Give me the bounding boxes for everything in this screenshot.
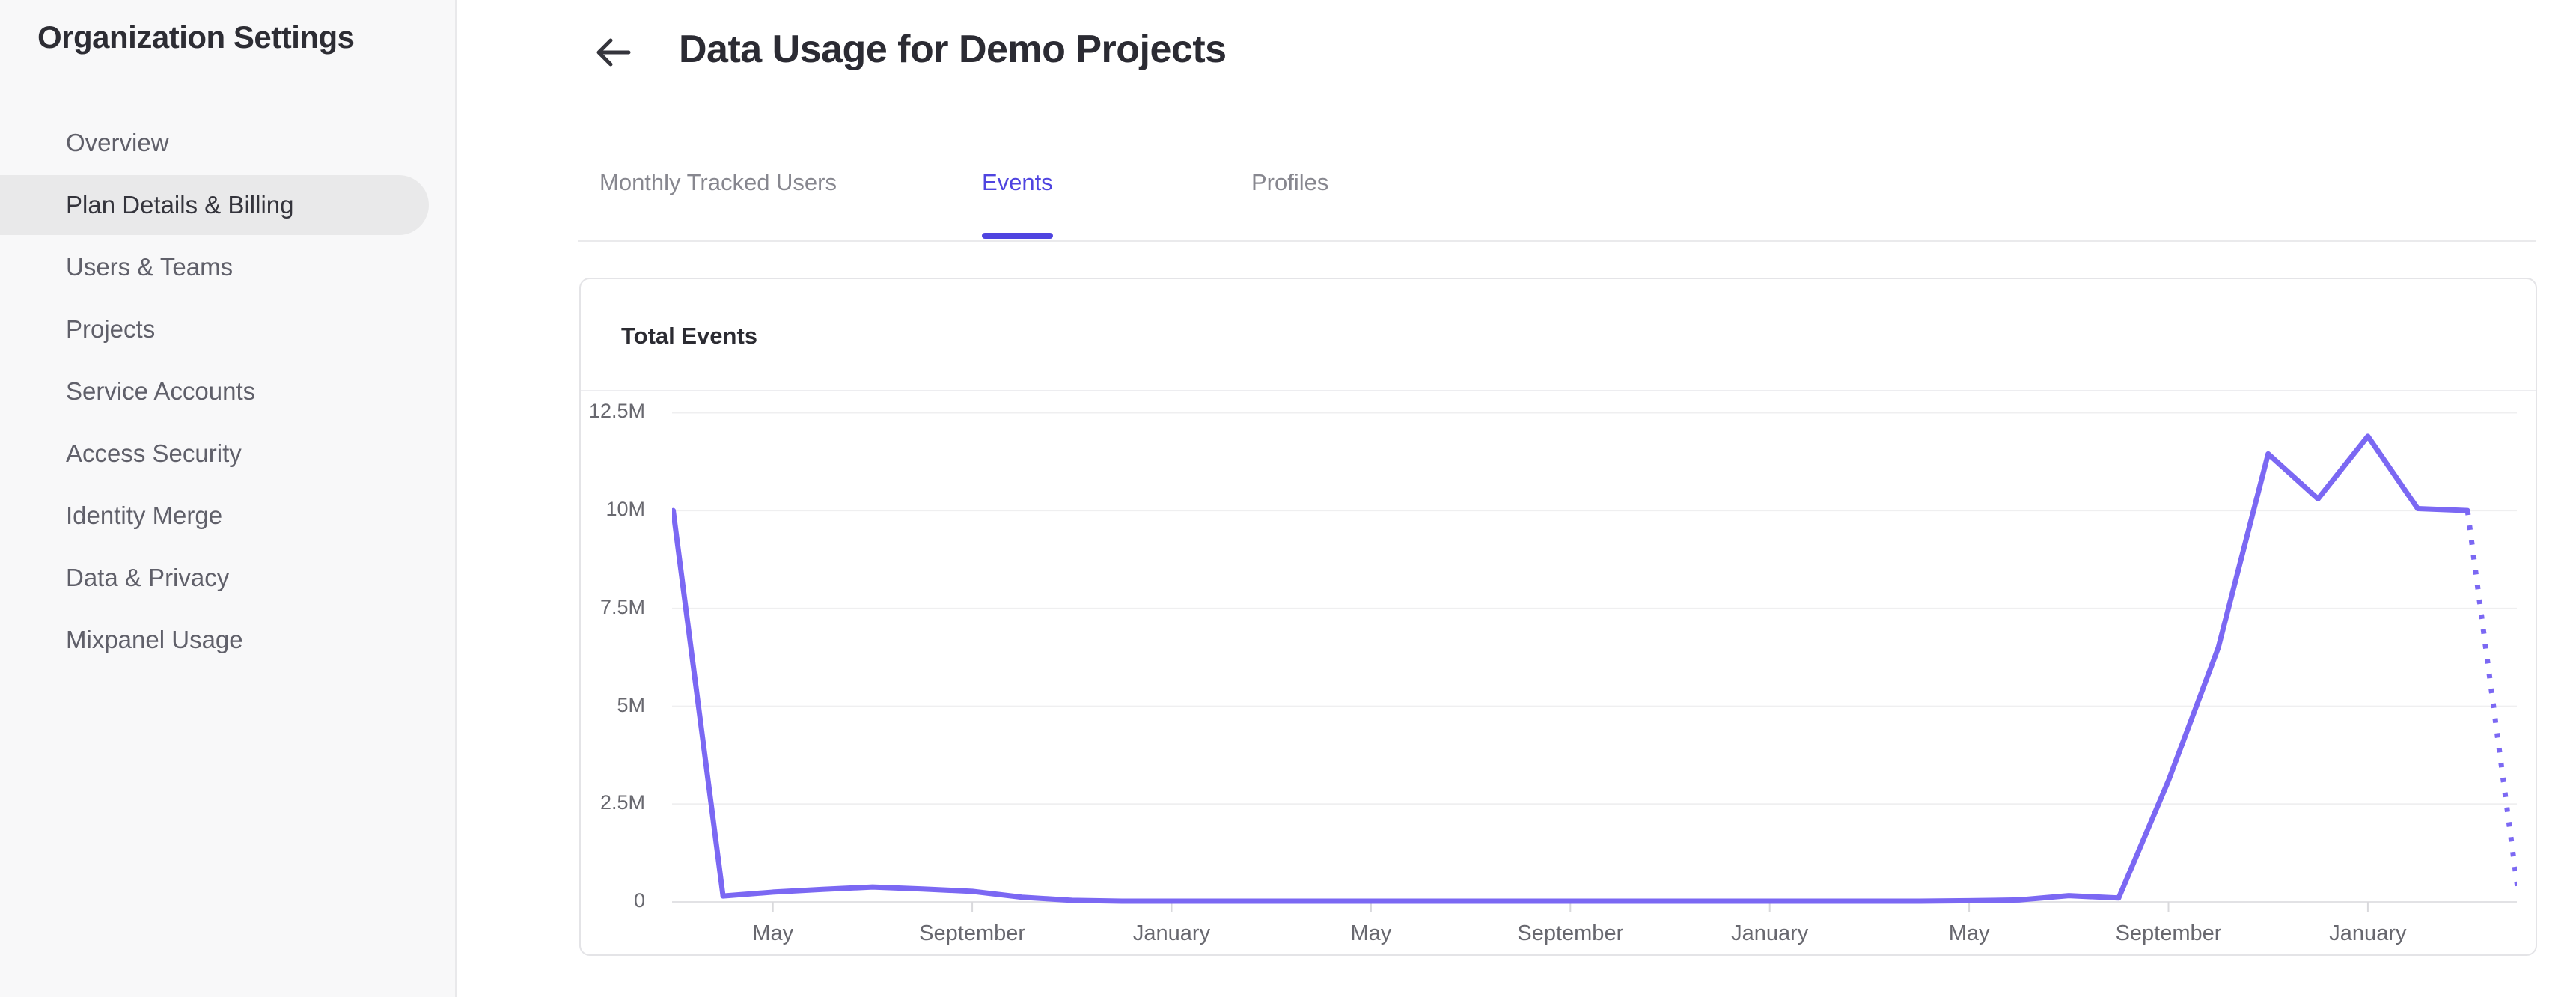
x-axis-label: May — [1948, 921, 1990, 945]
sidebar-item-users-teams[interactable]: Users & Teams — [66, 253, 234, 281]
total-events-line — [672, 433, 2470, 904]
y-axis-label: 0 — [633, 889, 645, 912]
y-axis-label: 2.5M — [599, 791, 645, 814]
x-axis-label: May — [752, 921, 794, 945]
arrow-left-icon — [596, 38, 631, 67]
events-line-chart — [672, 412, 2517, 912]
y-axis-label: 12.5M — [588, 400, 645, 423]
tab-label: Profiles — [1251, 169, 1329, 195]
sidebar-item-identity-merge[interactable]: Identity Merge — [66, 501, 223, 529]
x-axis-label: May — [1350, 921, 1392, 945]
sidebar-item-service-accounts[interactable]: Service Accounts — [66, 377, 256, 405]
tab-monthly-tracked-users[interactable]: Monthly Tracked Users — [599, 169, 837, 196]
tab-label: Monthly Tracked Users — [599, 169, 837, 195]
tab-profiles[interactable]: Profiles — [1251, 169, 1328, 196]
sidebar-item-access-security[interactable]: Access Security — [66, 439, 242, 467]
x-axis-label: January — [1132, 921, 1211, 945]
sidebar-nav: Overview Plan Details & Billing Users & Te… — [0, 111, 429, 672]
y-axis-label: 10M — [605, 498, 645, 521]
x-axis-label: January — [1731, 921, 1809, 945]
tab-label: Events — [982, 169, 1053, 195]
back-button[interactable] — [590, 34, 638, 70]
sidebar-item-plan-details-billing[interactable]: Plan Details & Billing — [0, 175, 429, 235]
active-tab-indicator — [982, 233, 1053, 239]
tab-events[interactable]: Events — [982, 169, 1053, 239]
sidebar-item-projects[interactable]: Projects — [66, 315, 156, 343]
page-title: Data Usage for Demo Projects — [679, 28, 1227, 71]
sidebar: Organization Settings Overview Plan Detai… — [0, 0, 457, 997]
x-axis-label: January — [2329, 921, 2407, 945]
total-events-projection-dotted — [2464, 510, 2517, 887]
sidebar-item-data-privacy[interactable]: Data & Privacy — [66, 564, 230, 591]
y-axis-label: 5M — [617, 693, 645, 716]
total-events-card: Total Events 0 2.5M 5M 7.5M 10M 12.5M May Sept… — [579, 278, 2537, 956]
card-title: Total Events — [621, 323, 758, 349]
sidebar-item-mixpanel-usage[interactable]: Mixpanel Usage — [66, 626, 243, 653]
card-divider — [581, 390, 2536, 391]
tabs-divider — [578, 240, 2536, 242]
sidebar-item-overview[interactable]: Overview — [66, 129, 169, 156]
x-axis-label: September — [919, 921, 1026, 945]
x-axis-label: September — [1517, 921, 1624, 945]
y-axis-label: 7.5M — [599, 595, 645, 618]
x-axis-label: September — [2115, 921, 2222, 945]
sidebar-title: Organization Settings — [37, 19, 355, 55]
